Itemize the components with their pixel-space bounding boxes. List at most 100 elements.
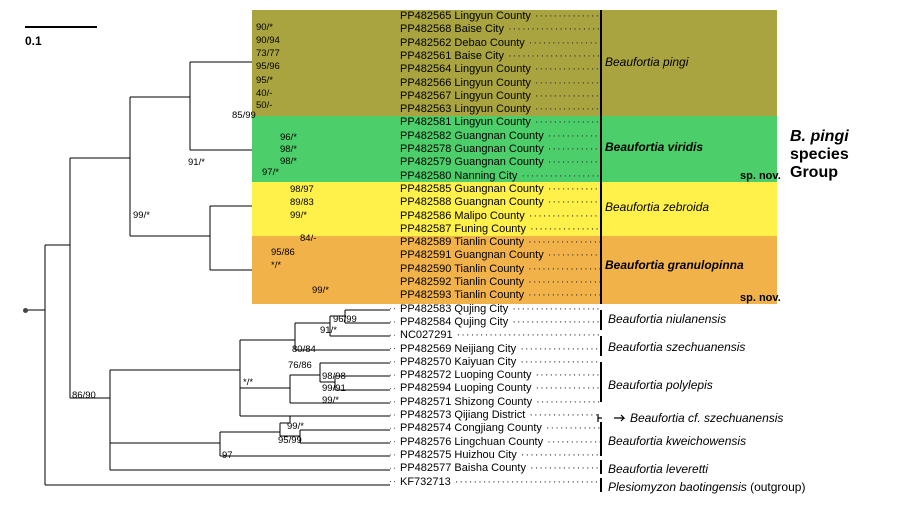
support-value: 91/*: [188, 157, 205, 168]
support-value: 91/*: [320, 325, 337, 336]
support-value: 97: [222, 450, 233, 461]
tip-PP482584: PP482584 Qujing City····················…: [400, 315, 600, 329]
tip-label: PP482571 Shizong County: [400, 396, 536, 408]
tip-label: PP482569 Neijiang City: [400, 343, 520, 355]
tip-PP482591: PP482591 Guangnan County················…: [400, 248, 600, 262]
species-viridis-nov: sp. nov.: [740, 170, 781, 182]
support-value: 97/*: [262, 167, 279, 178]
support-value: 95/99: [278, 435, 302, 446]
tip-leader-dots: ········································…: [547, 436, 600, 448]
tip-leader-dots: ········································…: [521, 449, 600, 461]
tip-leader-dots: ········································…: [535, 63, 600, 75]
species-bar-niul: [600, 310, 602, 330]
tip-PP482583: PP482583 Qujing City····················…: [400, 302, 600, 316]
species-ples: Plesiomyzon baotingensis (outgroup): [608, 480, 805, 494]
tip-label: PP482580 Nanning City: [400, 170, 521, 182]
support-value: 86/90: [72, 390, 96, 401]
tip-leader-dots: ········································…: [529, 210, 600, 222]
support-value: 99/*: [312, 285, 329, 296]
species-poly: Beaufortia polylepis: [608, 378, 713, 392]
species-bar-szech: [600, 336, 602, 356]
tip-KF732713: KF732713································…: [400, 475, 600, 489]
tip-PP482594: PP482594 Luoping County·················…: [400, 381, 600, 395]
tip-leader-dots: ········································…: [520, 356, 600, 368]
tip-PP482590: PP482590 Tianlin County·················…: [400, 262, 600, 276]
support-value: 96/*: [280, 132, 297, 143]
tip-leader-dots: ········································…: [548, 249, 600, 261]
tip-label: PP482574 Congjiang County: [400, 422, 546, 434]
tip-leader-dots: ········································…: [520, 343, 600, 355]
support-value: 73/77: [256, 48, 280, 59]
support-value: 76/86: [288, 360, 312, 371]
tip-leader-dots: ········································…: [529, 409, 600, 421]
tip-label: PP482589 Tianlin County: [400, 236, 528, 248]
tip-label: PP482583 Qujing City: [400, 303, 512, 315]
tip-label: PP482585 Guangnan County: [400, 183, 548, 195]
species-zebroida: Beaufortia zebroida: [605, 200, 709, 214]
tip-PP482593: PP482593 Tianlin County·················…: [400, 288, 600, 302]
tip-PP482566: PP482566 Lingyun County·················…: [400, 76, 600, 90]
species-granulo: Beaufortia granulopinna: [605, 258, 744, 272]
species-lever: Beaufortia leveretti: [608, 462, 708, 476]
tip-PP482565: PP482565 Lingyun County·················…: [400, 9, 600, 23]
tip-PP482587: PP482587 Funing County··················…: [400, 222, 600, 236]
tip-leader-dots: ········································…: [528, 236, 600, 248]
tip-PP482580: PP482580 Nanning City···················…: [400, 169, 600, 183]
support-value: 89/83: [290, 197, 314, 208]
tip-PP482592: PP482592 Tianlin County·················…: [400, 275, 600, 289]
tip-label: PP482587 Funing County: [400, 223, 530, 235]
tip-label: KF732713: [400, 476, 455, 488]
tip-leader-dots: ········································…: [548, 143, 600, 155]
support-value: 80/84: [292, 344, 316, 355]
tip-PP482577: PP482577 Baisha County··················…: [400, 461, 600, 475]
tip-label: PP482581 Lingyun County: [400, 116, 535, 128]
group-bar-pingi: [600, 10, 602, 116]
tip-leader-dots: ········································…: [512, 316, 600, 328]
tip-PP482572: PP482572 Luoping County·················…: [400, 368, 600, 382]
tip-label: PP482566 Lingyun County: [400, 77, 535, 89]
tip-leader-dots: ········································…: [457, 329, 600, 341]
tip-label: PP482562 Debao County: [400, 37, 529, 49]
tip-leader-dots: ········································…: [528, 263, 600, 275]
tip-label: PP482594 Luoping County: [400, 382, 536, 394]
support-value: 98/*: [280, 144, 297, 155]
species-granulo-nov: sp. nov.: [740, 292, 781, 304]
support-value: 99/91: [322, 383, 346, 394]
support-value: 85/99: [232, 110, 256, 121]
tip-PP482561: PP482561 Baise City·····················…: [400, 49, 600, 63]
tip-PP482582: PP482582 Guangnan County················…: [400, 129, 600, 143]
tip-NC027291: NC027291································…: [400, 328, 600, 342]
tip-PP482586: PP482586 Malipo County··················…: [400, 209, 600, 223]
tip-PP482585: PP482585 Guangnan County················…: [400, 182, 600, 196]
tip-leader-dots: ········································…: [536, 382, 601, 394]
tip-PP482564: PP482564 Lingyun County·················…: [400, 62, 600, 76]
tip-leader-dots: ········································…: [528, 289, 600, 301]
species-niul: Beaufortia niulanensis: [608, 312, 726, 326]
scale-label: 0.1: [25, 34, 97, 48]
tip-label: PP482586 Malipo County: [400, 210, 529, 222]
species-szech: Beaufortia szechuanensis: [608, 340, 745, 354]
support-value: 90/94: [256, 35, 280, 46]
support-value: 84/-: [300, 233, 316, 244]
support-value: 98/97: [290, 184, 314, 195]
tip-leader-dots: ········································…: [528, 276, 600, 288]
tip-leader-dots: ········································…: [535, 77, 600, 89]
arrow-icon: [598, 414, 624, 422]
species-cfszech: Beaufortia cf. szechuanensis: [630, 411, 783, 425]
tip-label: PP482568 Baise City: [400, 23, 508, 35]
tip-leader-dots: ········································…: [521, 170, 600, 182]
tip-leader-dots: ········································…: [548, 196, 600, 208]
tip-PP482568: PP482568 Baise City·····················…: [400, 22, 600, 36]
tip-label: PP482579 Guangnan County: [400, 156, 548, 168]
tip-leader-dots: ········································…: [535, 116, 600, 128]
scale-bar: 0.1: [25, 26, 97, 48]
tip-label: PP482565 Lingyun County: [400, 10, 535, 22]
tip-leader-dots: ········································…: [548, 156, 600, 168]
tip-leader-dots: ········································…: [548, 130, 600, 142]
support-value: */*: [243, 377, 253, 388]
support-value: 95/*: [256, 75, 273, 86]
tip-leader-dots: ········································…: [512, 303, 600, 315]
tip-PP482576: PP482576 Lingchuan County···············…: [400, 435, 600, 449]
support-value: 98/98: [322, 371, 346, 382]
tip-leader-dots: ········································…: [455, 476, 600, 488]
